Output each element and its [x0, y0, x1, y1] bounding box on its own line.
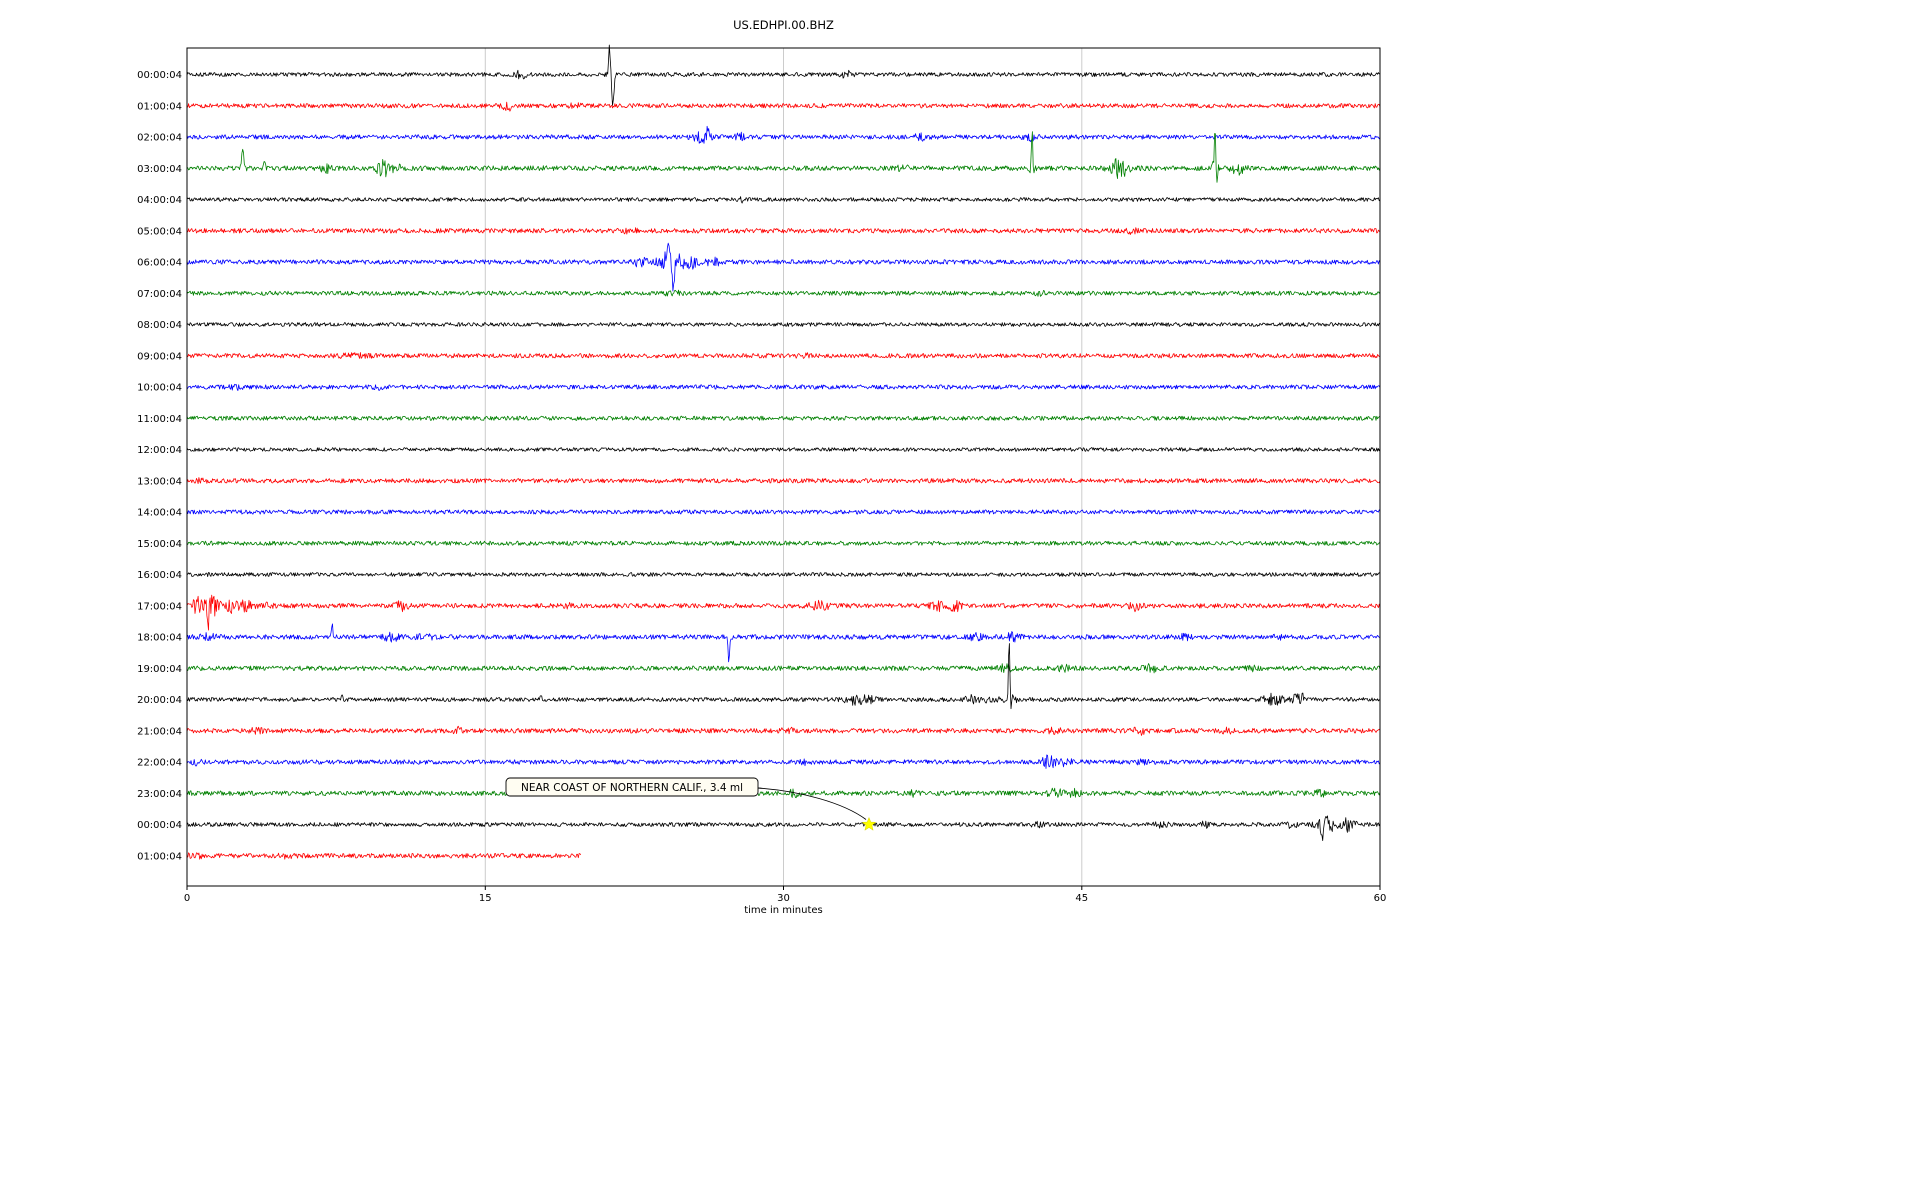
row-label: 20:00:04	[137, 695, 182, 706]
trace-row-23	[186, 787, 1381, 799]
row-label: 19:00:04	[137, 664, 182, 675]
row-label: 17:00:04	[137, 601, 182, 612]
trace-row-1	[186, 101, 1381, 112]
row-label: 11:00:04	[137, 414, 182, 425]
event-annotation-box	[505, 777, 759, 797]
trace-row-6	[186, 242, 1381, 292]
x-tick-label: 15	[479, 893, 492, 904]
event-star-marker	[861, 816, 877, 831]
trace-row-10	[186, 383, 1381, 392]
row-label: 03:00:04	[137, 164, 182, 175]
trace-row-18	[186, 623, 1381, 663]
x-tick-label: 45	[1075, 893, 1088, 904]
row-label: 09:00:04	[137, 351, 182, 362]
trace-row-5	[186, 227, 1381, 236]
trace-row-13	[186, 477, 1381, 485]
trace-row-3	[186, 131, 1381, 183]
trace-row-25	[186, 852, 582, 860]
row-label: 16:00:04	[137, 570, 182, 581]
trace-row-21	[186, 725, 1381, 736]
trace-row-11	[186, 415, 1381, 421]
trace-row-0	[186, 44, 1381, 106]
row-label: 14:00:04	[137, 508, 182, 519]
x-tick-label: 60	[1374, 893, 1387, 904]
event-annotation-text: NEAR COAST OF NORTHERN CALIF., 3.4 ml	[521, 782, 743, 794]
chart-title: US.EDHPI.00.BHZ	[733, 18, 834, 32]
row-label: 23:00:04	[137, 789, 182, 800]
row-label: 18:00:04	[137, 633, 182, 644]
row-label: 06:00:04	[137, 258, 182, 269]
trace-row-9	[186, 352, 1381, 359]
annotation-leader-line	[757, 787, 867, 820]
trace-row-16	[187, 572, 1381, 577]
row-label: 01:00:04	[137, 851, 182, 862]
row-label: 22:00:04	[137, 758, 182, 769]
row-label: 10:00:04	[137, 383, 182, 394]
row-label: 05:00:04	[137, 226, 182, 237]
trace-row-22	[186, 754, 1381, 769]
row-label: 21:00:04	[137, 726, 182, 737]
x-tick-label: 30	[777, 893, 790, 904]
row-label: 00:00:04	[137, 820, 182, 831]
row-label: 15:00:04	[137, 539, 182, 550]
row-label: 12:00:04	[137, 445, 182, 456]
row-label: 00:00:04	[137, 70, 182, 81]
trace-row-17	[186, 594, 1381, 631]
trace-row-19	[186, 663, 1381, 674]
trace-row-20	[186, 643, 1381, 710]
trace-row-4	[186, 196, 1381, 204]
trace-row-2	[186, 125, 1381, 144]
trace-row-12	[186, 447, 1381, 452]
x-axis-label: time in minutes	[744, 905, 823, 916]
trace-row-15	[186, 540, 1381, 546]
trace-row-24	[186, 815, 1381, 841]
row-label: 04:00:04	[137, 195, 182, 206]
trace-row-7	[186, 289, 1381, 297]
trace-row-8	[186, 322, 1381, 327]
row-label: 13:00:04	[137, 476, 182, 487]
row-label: 01:00:04	[137, 101, 182, 112]
trace-row-14	[186, 509, 1381, 515]
row-label: 08:00:04	[137, 320, 182, 331]
row-label: 07:00:04	[137, 289, 182, 300]
row-label: 02:00:04	[137, 133, 182, 144]
x-tick-label: 0	[184, 893, 190, 904]
